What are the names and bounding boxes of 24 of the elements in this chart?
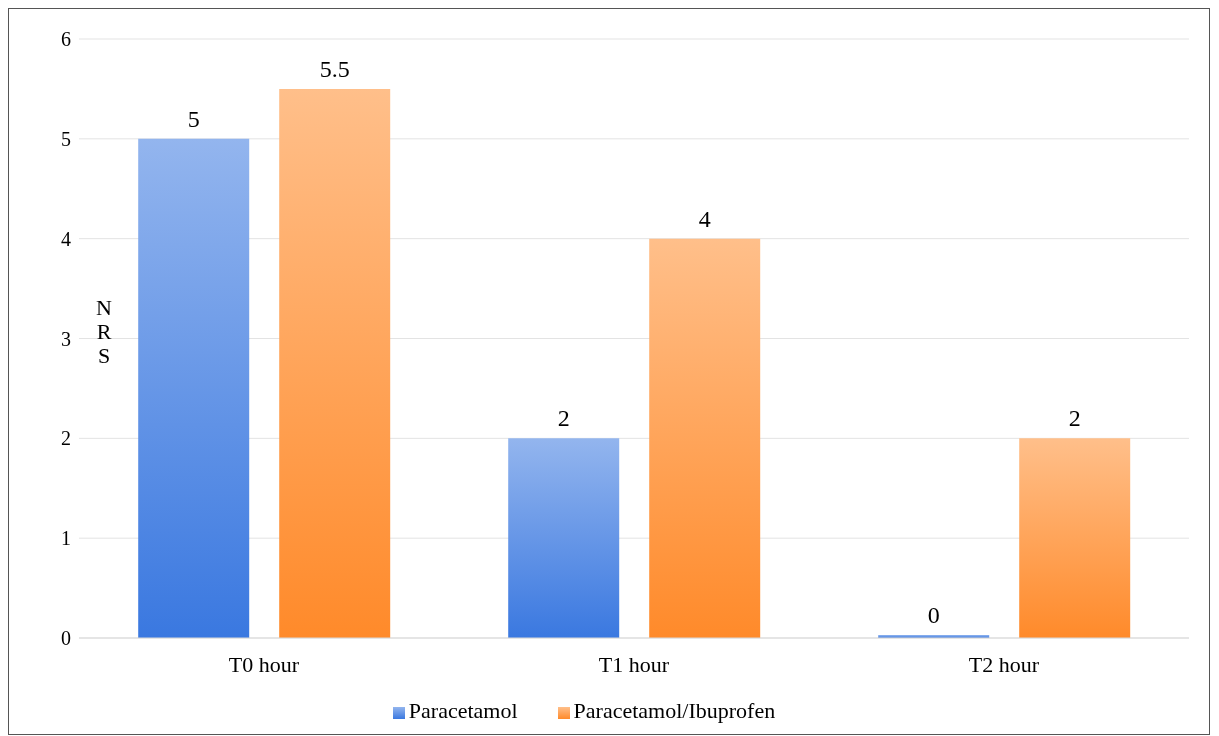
data-label: 0	[927, 602, 940, 628]
bar	[1019, 438, 1131, 638]
bar	[508, 438, 620, 638]
legend-label: Paracetamol/Ibuprofen	[573, 698, 776, 723]
data-label: 5.5	[319, 55, 350, 82]
data-label: 5	[187, 105, 200, 132]
y-tick-label: 3	[61, 327, 71, 350]
data-label: 4	[698, 205, 711, 232]
y-tick-label: 5	[61, 127, 71, 150]
legend-label: Paracetamol	[408, 698, 518, 723]
bar	[649, 238, 761, 638]
y-tick-label: 6	[61, 28, 71, 51]
x-tick-label: T2 hour	[968, 651, 1040, 677]
y-tick-label: 0	[61, 627, 71, 650]
y-axis-title: NRS	[96, 294, 113, 368]
y-tick-label: 4	[61, 227, 71, 250]
bar	[138, 138, 250, 638]
bar	[279, 88, 391, 638]
data-label: 2	[557, 405, 570, 432]
x-tick-label: T0 hour	[228, 651, 300, 677]
y-tick-label: 2	[61, 427, 71, 450]
data-label: 2	[1068, 405, 1081, 432]
y-tick-label: 1	[61, 527, 71, 550]
x-tick-label: T1 hour	[598, 651, 670, 677]
